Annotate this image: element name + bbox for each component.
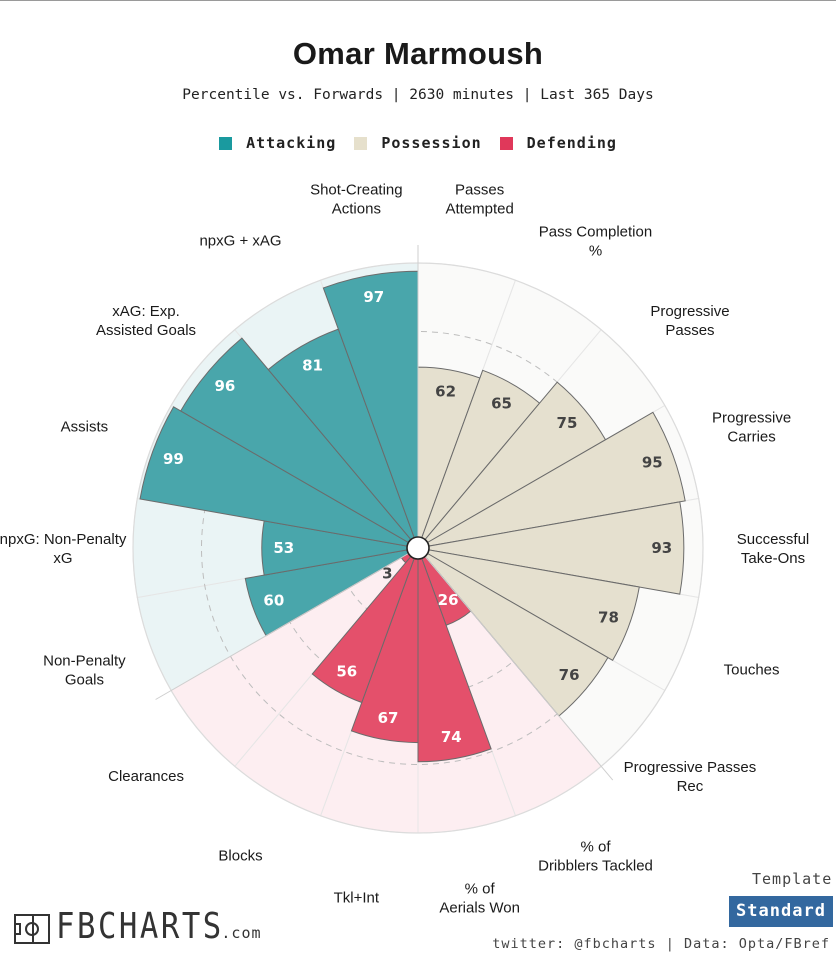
value-label: 95 (642, 454, 663, 472)
chart-title: Omar Marmoush (292, 36, 544, 71)
pitch-icon (14, 914, 50, 944)
group-spoke (155, 553, 409, 700)
chart-subtitle: Percentile vs. Forwards | 2630 minutes |… (182, 87, 654, 103)
category-label: npxG + xAG (199, 233, 281, 250)
legend-item-attacking: Attacking (219, 134, 336, 152)
value-label: 93 (651, 539, 672, 557)
category-label: Touches (724, 661, 780, 678)
category-label: Progressive Passes Rec (624, 759, 757, 795)
value-label: 56 (336, 662, 357, 680)
category-label: Blocks (218, 847, 262, 864)
category-label: Shot-Creating Actions (310, 181, 403, 217)
category-label: Progressive Passes (650, 303, 729, 339)
category-label: Non-Penalty Goals (43, 652, 126, 688)
legend-label-defending: Defending (526, 134, 617, 152)
category-label: npxG: Non-Penalty xG (0, 531, 127, 567)
legend-swatch-defending (499, 136, 513, 150)
value-label: 99 (163, 450, 184, 468)
logo-text: FBCHARTS (56, 906, 224, 947)
category-label: % of Aerials Won (439, 881, 520, 917)
value-label: 67 (378, 709, 399, 727)
value-label: 97 (363, 288, 384, 306)
value-label: 96 (214, 377, 235, 395)
legend: Attacking Possession Defending (0, 134, 836, 152)
template-label: Template (752, 870, 833, 888)
fbcharts-logo: FBCHARTS .com (14, 906, 262, 947)
category-label: Pass Completion% (539, 224, 652, 260)
value-label: 74 (441, 728, 462, 746)
legend-item-possession: Possession (354, 134, 481, 152)
top-rule (0, 0, 836, 1)
value-label: 75 (557, 414, 578, 432)
value-label: 60 (263, 591, 284, 609)
category-label: Assists (61, 419, 109, 436)
value-label: 3 (382, 565, 392, 583)
value-label: 62 (435, 383, 456, 401)
legend-label-attacking: Attacking (246, 134, 337, 152)
category-label: Passes Attempted (445, 181, 513, 217)
category-label: % of Dribblers Tackled (538, 838, 653, 874)
category-label: Progressive Carries (712, 410, 791, 446)
logo-suffix: .com (221, 924, 262, 942)
legend-item-defending: Defending (499, 134, 617, 152)
footer-credit: twitter: @fbcharts | Data: Opta/FBref (492, 936, 830, 952)
center-hub (406, 536, 430, 560)
category-label: Tkl+Int (334, 890, 380, 907)
value-label: 78 (598, 608, 619, 626)
value-label: 81 (302, 356, 323, 374)
legend-label-possession: Possession (381, 134, 482, 152)
template-badge: Standard (729, 896, 833, 927)
value-label: 65 (491, 394, 512, 412)
value-label: 26 (438, 591, 459, 609)
category-label: Clearances (108, 768, 184, 785)
legend-swatch-possession (354, 136, 368, 150)
category-label: Successful Take-Ons (737, 531, 810, 567)
group-spoke (424, 556, 614, 781)
value-label: 76 (559, 666, 580, 684)
legend-swatch-attacking (219, 136, 233, 150)
category-label: xAG: Exp. Assisted Goals (96, 303, 196, 339)
value-label: 53 (273, 539, 294, 557)
